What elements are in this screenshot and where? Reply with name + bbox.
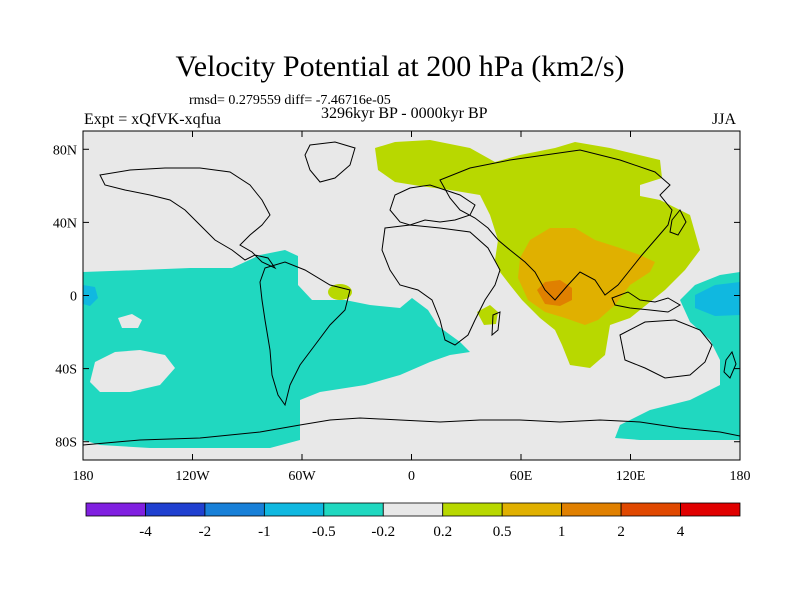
rmsd-stats: rmsd= 0.279559 diff= -7.46716e-05 bbox=[189, 93, 391, 108]
x-axis: 180 120W 60W 0 60E 120E 180 bbox=[73, 131, 751, 484]
y-tick-label: 0 bbox=[70, 290, 77, 305]
colorbar-swatch bbox=[323, 502, 384, 517]
coastline-asia bbox=[439, 149, 673, 301]
colorbar-swatch bbox=[382, 502, 444, 517]
colorbar-swatch bbox=[442, 502, 503, 517]
y-tick-label: 80S bbox=[55, 436, 77, 451]
colorbar-swatch bbox=[204, 502, 265, 517]
coastline-europe bbox=[389, 184, 476, 226]
y-tick-label: 80N bbox=[53, 143, 77, 158]
colorbar-label: -0.5 bbox=[312, 524, 336, 540]
contour-orange-india bbox=[537, 280, 572, 306]
contour-gray-hole-spacific bbox=[90, 350, 175, 392]
y-axis: 80N 40N 0 40S 80S bbox=[53, 143, 740, 451]
colorbar-swatch bbox=[85, 502, 146, 517]
colorbar-label: 0.5 bbox=[493, 524, 512, 540]
map-title: Velocity Potential at 200 hPa (km2/s) bbox=[175, 50, 625, 83]
colorbar-label: -0.2 bbox=[371, 524, 395, 540]
contour-teal-pacific bbox=[615, 272, 740, 440]
colorbar-swatch bbox=[501, 502, 563, 517]
x-tick-label: 180 bbox=[730, 469, 751, 484]
coastline-australia bbox=[619, 319, 713, 379]
contour-gray-hole-small bbox=[118, 314, 142, 328]
x-tick-label: 120E bbox=[616, 469, 646, 484]
colorbar-label: -1 bbox=[258, 524, 271, 540]
colorbar-label: -4 bbox=[139, 524, 152, 540]
coastline-japan bbox=[669, 209, 687, 236]
x-tick-label: 120W bbox=[175, 469, 210, 484]
x-tick-label: 180 bbox=[73, 469, 94, 484]
colorbar-swatch bbox=[263, 502, 325, 517]
contour-fill-layer bbox=[83, 140, 740, 448]
colorbar-label: 1 bbox=[558, 524, 566, 540]
coastline-north-america bbox=[99, 167, 277, 270]
contour-blue-west bbox=[83, 285, 98, 306]
colorbar-label: -2 bbox=[199, 524, 212, 540]
colorbar-swatch bbox=[620, 502, 681, 517]
coastline-africa bbox=[381, 224, 501, 346]
colorbar-label: 0.2 bbox=[433, 524, 452, 540]
x-tick-label: 60W bbox=[288, 469, 316, 484]
coastline-greenland bbox=[304, 141, 356, 183]
colorbar-swatch bbox=[145, 502, 206, 517]
colorbar-swatch bbox=[680, 502, 741, 517]
y-tick-label: 40N bbox=[53, 216, 77, 231]
coastline-maritime-continent bbox=[611, 291, 681, 313]
y-tick-label: 40S bbox=[55, 363, 77, 378]
colorbar-swatch bbox=[561, 502, 622, 517]
contour-green-southamerica bbox=[328, 284, 352, 300]
colorbar: -4 -2 -1 -0.5 -0.2 0.2 0.5 1 2 4 bbox=[85, 502, 741, 540]
season-label: JJA bbox=[712, 111, 737, 128]
coastline-antarctica bbox=[83, 417, 740, 446]
x-tick-label: 60E bbox=[510, 469, 533, 484]
experiment-label: Expt = xQfVK-xqfua bbox=[84, 111, 221, 128]
coastline-south-america bbox=[259, 261, 351, 407]
contour-blue-east bbox=[695, 282, 740, 316]
colorbar-label: 2 bbox=[617, 524, 625, 540]
colorbar-label: 4 bbox=[677, 524, 685, 540]
coastlines bbox=[83, 141, 740, 446]
coastline-new-zealand bbox=[723, 350, 737, 379]
contour-teal-atlantic bbox=[83, 250, 470, 448]
period-label: 3296kyr BP - 0000kyr BP bbox=[321, 105, 488, 122]
coastline-madagascar bbox=[491, 311, 501, 337]
x-tick-label: 0 bbox=[408, 469, 415, 484]
